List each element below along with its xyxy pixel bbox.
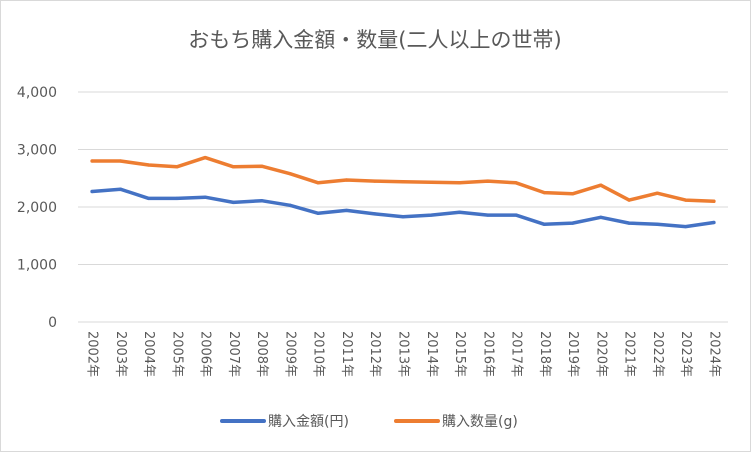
data-point — [401, 180, 405, 184]
data-point — [599, 183, 603, 187]
legend-label-quantity: 購入数量(g) — [442, 414, 518, 430]
data-point — [147, 163, 151, 167]
x-tick-label: 2002年 — [85, 331, 100, 377]
x-tick-label: 2017年 — [509, 331, 524, 377]
x-tick-label: 2021年 — [622, 331, 637, 377]
x-axis-ticks: 2002年 2003年 2004年 2005年 2006年 2007年 2008年 2009年… — [85, 331, 722, 377]
x-tick-label: 2024年 — [706, 331, 721, 377]
x-tick-label: 2009年 — [282, 331, 297, 377]
x-tick-label: 2013年 — [396, 331, 411, 377]
data-point — [288, 172, 292, 176]
data-point — [599, 215, 603, 219]
x-tick-label: 2006年 — [198, 331, 213, 377]
legend-label-amount: 購入金額(円) — [268, 414, 349, 430]
x-tick-label: 2019年 — [565, 331, 580, 377]
data-point — [90, 159, 94, 163]
y-tick-label: 0 — [48, 315, 57, 331]
data-point — [457, 210, 462, 214]
data-point — [147, 196, 151, 200]
data-point — [684, 198, 688, 202]
data-point — [373, 179, 377, 183]
x-tick-label: 2003年 — [113, 331, 128, 377]
series-lines — [90, 155, 716, 229]
data-point — [316, 211, 320, 215]
data-point — [655, 222, 659, 226]
data-point — [712, 199, 716, 203]
y-tick-label: 3,000 — [17, 143, 57, 159]
data-point — [118, 159, 122, 163]
y-axis-ticks: 4,000 3,000 2,000 1,000 0 — [17, 85, 57, 331]
x-tick-label: 2007年 — [226, 331, 241, 377]
data-point — [260, 199, 264, 203]
x-tick-label: 2008年 — [254, 331, 269, 377]
data-point — [401, 215, 405, 219]
data-point — [90, 189, 94, 194]
data-point — [655, 191, 659, 195]
data-point — [175, 196, 179, 200]
y-tick-label: 1,000 — [17, 258, 57, 274]
data-point — [344, 178, 349, 182]
x-tick-label: 2010年 — [311, 331, 326, 377]
data-point — [542, 222, 546, 226]
x-tick-label: 2004年 — [141, 331, 156, 377]
data-point — [260, 164, 264, 168]
legend: 購入金額(円) 購入数量(g) — [220, 414, 518, 430]
data-point — [429, 213, 433, 217]
x-tick-label: 2020年 — [593, 331, 608, 377]
data-point — [486, 213, 490, 217]
x-tick-label: 2023年 — [678, 331, 693, 377]
data-point — [344, 208, 349, 213]
x-tick-label: 2012年 — [367, 331, 382, 377]
data-point — [570, 192, 575, 196]
data-point — [203, 195, 207, 199]
data-point — [373, 212, 377, 216]
x-tick-label: 2011年 — [339, 331, 354, 377]
data-point — [514, 213, 518, 217]
x-tick-label: 2018年 — [537, 331, 552, 377]
data-point — [514, 181, 518, 185]
x-tick-label: 2005年 — [169, 331, 184, 377]
x-tick-label: 2015年 — [452, 331, 467, 377]
gridlines — [78, 91, 728, 323]
data-point — [231, 165, 236, 169]
data-point — [570, 221, 575, 225]
data-point — [288, 203, 292, 207]
chart-title: おもち購入金額・数量(二人以上の世帯) — [188, 28, 561, 52]
x-tick-label: 2014年 — [424, 331, 439, 377]
x-tick-label: 2022年 — [650, 331, 665, 377]
data-point — [627, 221, 631, 225]
data-point — [231, 200, 236, 204]
data-point — [203, 155, 207, 160]
data-point — [316, 181, 320, 185]
data-point — [429, 180, 433, 184]
y-tick-label: 4,000 — [17, 85, 57, 101]
data-point — [627, 198, 631, 202]
y-tick-label: 2,000 — [17, 200, 57, 216]
data-point — [175, 165, 179, 169]
series-line-quantity — [90, 155, 716, 204]
data-point — [457, 181, 462, 185]
data-point — [486, 179, 490, 183]
data-point — [118, 187, 122, 191]
x-tick-label: 2016年 — [480, 331, 495, 377]
data-point — [684, 224, 688, 229]
data-point — [542, 191, 546, 195]
data-point — [712, 220, 716, 225]
